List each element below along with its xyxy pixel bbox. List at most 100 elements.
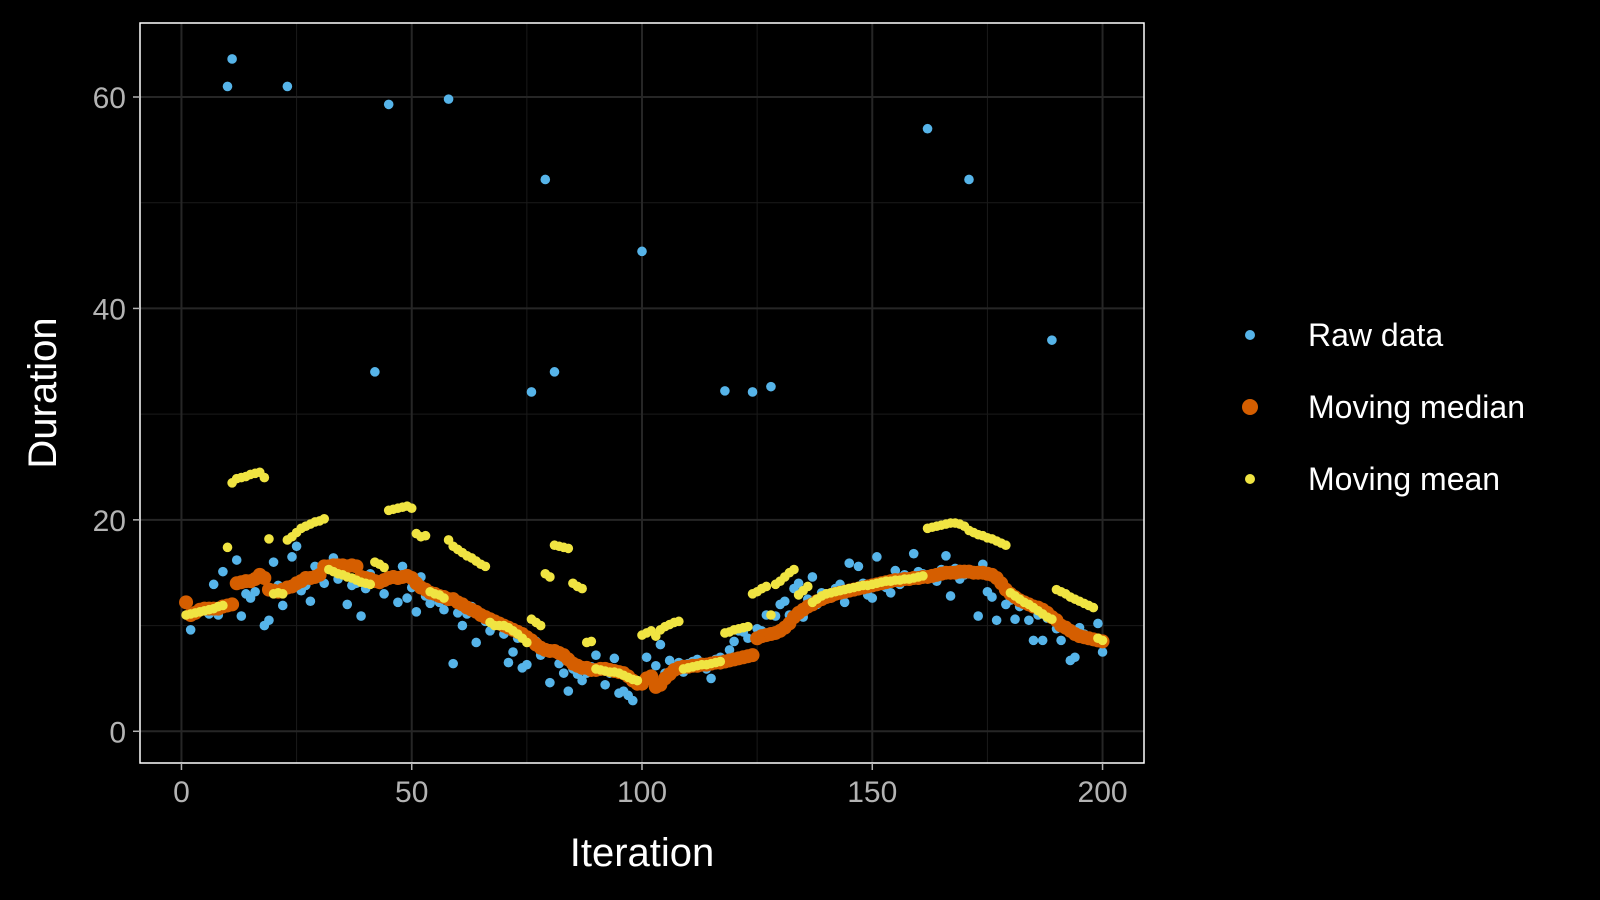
moving-mean-point — [222, 542, 233, 553]
raw-data-point — [1047, 335, 1057, 345]
moving-mean-point — [522, 637, 532, 648]
raw-data-point — [743, 633, 753, 644]
raw-data-point — [720, 386, 730, 396]
raw-data-point — [1024, 615, 1034, 626]
series-layer — [179, 54, 1110, 706]
x-tick-label: 0 — [173, 776, 190, 809]
raw-data-point — [443, 94, 454, 104]
moving-mean-point — [439, 593, 449, 603]
raw-data-point — [1028, 635, 1039, 646]
legend-key-moving-mean — [1245, 474, 1255, 484]
moving-mean-point — [586, 636, 597, 647]
raw-data-point — [729, 636, 739, 647]
moving-mean-point — [577, 583, 587, 594]
moving-mean-point — [319, 514, 330, 524]
series-moving-mean — [181, 467, 1108, 686]
raw-data-point — [807, 572, 818, 582]
raw-data-point — [218, 566, 228, 577]
raw-data-point — [991, 615, 1002, 626]
raw-data-point — [522, 659, 532, 670]
moving-mean-point — [420, 530, 431, 541]
moving-mean-point — [802, 581, 813, 592]
moving-mean-point — [743, 621, 753, 632]
raw-data-point — [839, 597, 850, 608]
legend-key-moving-median — [1242, 399, 1258, 415]
y-tick-label: 0 — [109, 716, 126, 749]
raw-data-point — [651, 660, 661, 671]
raw-data-point — [503, 657, 514, 668]
legend-label-raw-data: Raw data — [1308, 317, 1443, 353]
raw-data-point — [945, 591, 956, 601]
moving-mean-point — [761, 581, 772, 592]
raw-data-point — [264, 615, 274, 626]
raw-data-point — [964, 174, 974, 185]
x-tick-label: 50 — [395, 776, 428, 809]
raw-data-point — [637, 246, 647, 257]
moving-mean-point — [918, 571, 928, 581]
raw-data-point — [766, 381, 776, 392]
raw-data-point — [844, 558, 855, 568]
legend-key-raw-data — [1245, 330, 1255, 340]
legend-label-moving-mean: Moving mean — [1308, 461, 1500, 497]
raw-data-point — [641, 652, 652, 663]
y-tick-label: 20 — [93, 505, 126, 538]
raw-data-point — [402, 593, 412, 603]
moving-median-point — [225, 597, 240, 612]
moving-mean-point — [365, 579, 376, 590]
y-tick-label: 40 — [93, 293, 126, 326]
raw-data-point — [526, 387, 537, 397]
raw-data-point — [1070, 652, 1080, 663]
moving-mean-point — [1097, 635, 1108, 646]
raw-data-point — [922, 123, 933, 134]
moving-mean-point — [379, 562, 389, 573]
raw-data-point — [282, 81, 293, 92]
legend: Raw data Moving median Moving mean — [1242, 317, 1525, 497]
raw-data-point — [425, 598, 435, 609]
raw-data-point — [231, 555, 242, 565]
moving-mean-point — [715, 656, 726, 667]
raw-data-point — [250, 586, 260, 597]
raw-data-point — [508, 647, 518, 657]
moving-mean-point — [1088, 602, 1099, 613]
raw-data-point — [291, 541, 302, 552]
moving-mean-point — [277, 589, 288, 599]
moving-mean-point — [218, 600, 228, 611]
raw-data-point — [222, 81, 233, 92]
raw-data-point — [853, 561, 864, 572]
raw-data-point — [277, 600, 288, 611]
raw-data-point — [1093, 618, 1103, 629]
legend-label-moving-median: Moving median — [1308, 389, 1525, 425]
raw-data-point — [627, 695, 638, 706]
raw-data-point — [287, 552, 297, 562]
raw-data-point — [1037, 635, 1048, 646]
moving-median-point — [349, 559, 364, 574]
raw-data-point — [356, 611, 366, 621]
raw-data-point — [208, 579, 219, 590]
raw-data-point — [439, 604, 449, 615]
raw-data-point — [941, 551, 951, 561]
y-tick-label: 60 — [93, 82, 126, 115]
raw-data-point — [747, 387, 758, 397]
raw-data-point — [973, 611, 984, 621]
raw-data-point — [609, 653, 620, 664]
raw-data-point — [236, 611, 247, 621]
moving-median-point — [257, 571, 272, 585]
raw-data-point — [549, 367, 560, 377]
raw-data-point — [724, 645, 735, 655]
raw-data-point — [185, 625, 196, 635]
grid-major — [140, 23, 1144, 763]
raw-data-point — [393, 597, 403, 608]
raw-data-point — [793, 578, 804, 589]
moving-mean-point — [674, 616, 684, 627]
raw-data-point — [411, 607, 422, 617]
y-axis: 0 20 40 60 — [93, 82, 140, 749]
moving-median-point — [179, 595, 194, 610]
moving-mean-point — [789, 564, 799, 575]
moving-mean-point — [259, 472, 270, 483]
raw-data-point — [383, 99, 394, 110]
y-axis-title: Duration — [21, 317, 65, 468]
moving-mean-point — [563, 543, 574, 554]
raw-data-point — [305, 596, 316, 607]
raw-data-point — [655, 639, 666, 650]
